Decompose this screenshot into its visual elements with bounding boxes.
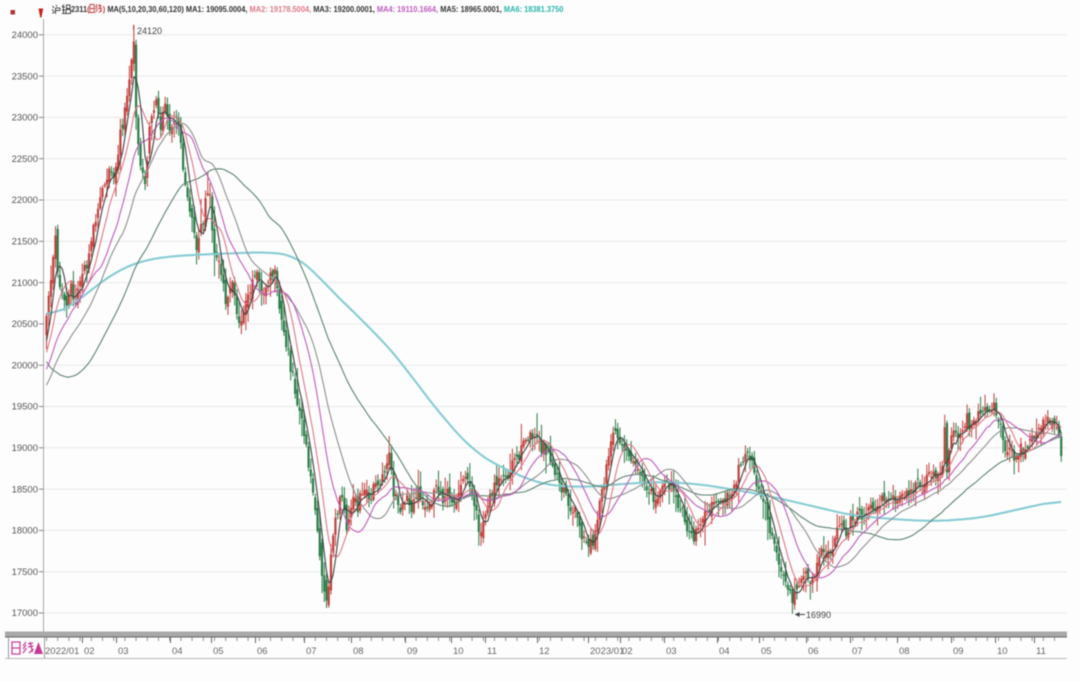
svg-text:12: 12 (539, 646, 550, 657)
svg-text:17500: 17500 (12, 567, 38, 578)
svg-text:06: 06 (257, 646, 268, 657)
svg-text:10: 10 (997, 646, 1008, 657)
svg-text:11: 11 (487, 646, 497, 657)
svg-text:24000: 24000 (12, 30, 38, 41)
svg-text:09: 09 (407, 646, 418, 657)
svg-text:02: 02 (622, 646, 633, 657)
svg-text:19500: 19500 (12, 402, 38, 413)
svg-text:21000: 21000 (12, 278, 38, 289)
svg-text:04: 04 (719, 646, 730, 657)
svg-text:23500: 23500 (12, 71, 38, 82)
svg-text:09: 09 (953, 646, 964, 657)
svg-text:20500: 20500 (12, 319, 38, 330)
svg-text:03: 03 (118, 646, 129, 657)
svg-text:05: 05 (761, 646, 772, 657)
svg-text:16990: 16990 (806, 610, 831, 620)
svg-text:17000: 17000 (12, 608, 38, 619)
svg-text:19000: 19000 (12, 443, 38, 454)
svg-text:23000: 23000 (12, 113, 38, 124)
svg-text:05: 05 (213, 646, 224, 657)
svg-text:10: 10 (453, 646, 464, 657)
svg-text:24120: 24120 (137, 26, 162, 36)
svg-text:18000: 18000 (12, 526, 38, 537)
svg-text:2023/01: 2023/01 (590, 646, 624, 657)
svg-text:20000: 20000 (12, 360, 38, 371)
svg-text:03: 03 (666, 646, 677, 657)
svg-text:04: 04 (172, 646, 183, 657)
svg-text:07: 07 (852, 646, 863, 657)
svg-text:11: 11 (1036, 646, 1046, 657)
svg-text:06: 06 (808, 646, 819, 657)
svg-text:07: 07 (306, 646, 317, 657)
svg-text:08: 08 (353, 646, 364, 657)
svg-text:21500: 21500 (12, 237, 38, 248)
svg-text:2022/01: 2022/01 (45, 646, 79, 657)
svg-text:02: 02 (84, 646, 95, 657)
svg-text:18500: 18500 (12, 484, 38, 495)
svg-text:22500: 22500 (12, 154, 38, 165)
svg-text:22000: 22000 (12, 195, 38, 206)
svg-text:08: 08 (899, 646, 910, 657)
